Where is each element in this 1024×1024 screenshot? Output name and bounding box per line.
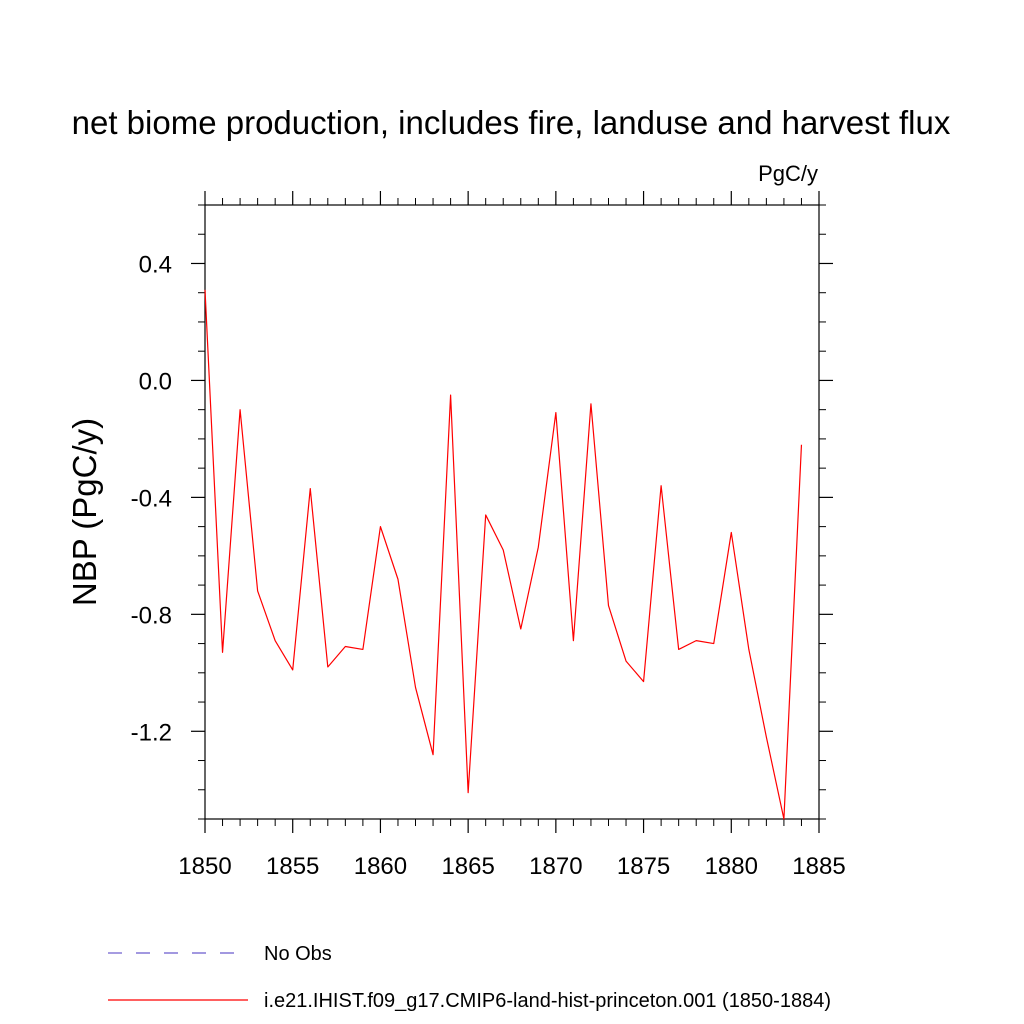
x-tick-label: 1850	[178, 853, 231, 880]
axis-ticks	[191, 191, 833, 833]
series-line	[204, 289, 803, 820]
x-tick-labels: 1850 1855 1860 1865 1870 1875 1880 1885	[178, 853, 845, 880]
x-tick-label: 1855	[266, 853, 319, 880]
legend-entry-label: No Obs	[264, 943, 332, 965]
legend: No Obs i.e21.IHIST.f09_g17.CMIP6-land-his…	[108, 943, 831, 1012]
y-tick-label: 0.0	[139, 368, 172, 395]
y-tick-label: -0.8	[131, 602, 172, 629]
x-tick-label: 1885	[792, 853, 845, 880]
x-tick-label: 1880	[705, 853, 758, 880]
y-tick-label: -1.2	[131, 719, 172, 746]
y-tick-label: 0.4	[139, 251, 172, 278]
x-tick-label: 1865	[441, 853, 494, 880]
series-lines	[204, 289, 803, 820]
x-tick-label: 1860	[354, 853, 407, 880]
units-label: PgC/y	[758, 161, 818, 186]
y-tick-labels: 0.4 0.0 -0.4 -0.8 -1.2	[131, 251, 172, 746]
y-axis-label: NBP (PgC/y)	[66, 418, 103, 606]
plot-frame	[204, 204, 820, 820]
legend-entry-label: i.e21.IHIST.f09_g17.CMIP6-land-hist-prin…	[264, 990, 831, 1012]
x-tick-label: 1875	[617, 853, 670, 880]
y-tick-label: -0.4	[131, 485, 172, 512]
x-tick-label: 1870	[529, 853, 582, 880]
chart-title: net biome production, includes fire, lan…	[72, 104, 951, 141]
